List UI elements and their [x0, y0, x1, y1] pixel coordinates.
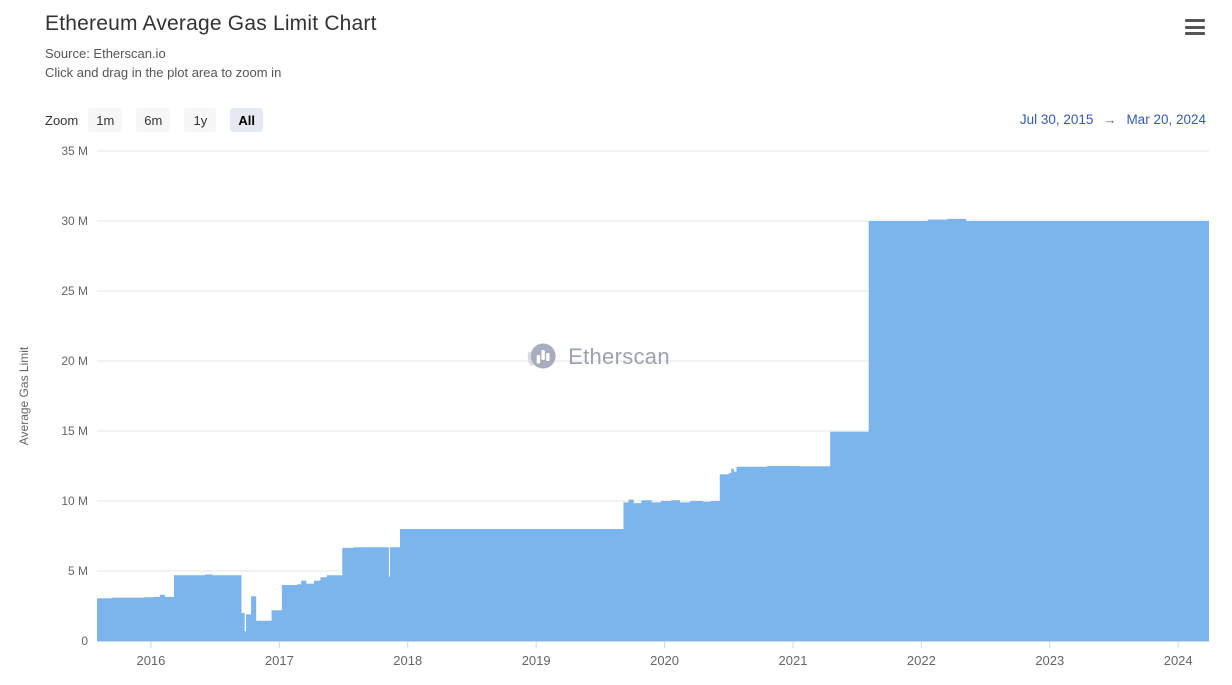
x-tick-label: 2024 — [1164, 653, 1193, 668]
y-tick-label: 0 — [81, 634, 88, 648]
range-from-date[interactable]: Jul 30, 2015 — [1019, 112, 1094, 127]
y-tick-label: 20 M — [61, 354, 88, 368]
date-range-display: Jul 30, 2015 → Mar 20, 2024 — [1020, 112, 1206, 127]
y-tick-label: 10 M — [61, 494, 88, 508]
axis-labels: 0 5 M 10 M 15 M 20 M 25 M 30 M 35 M — [61, 144, 88, 648]
zoom-label: Zoom — [45, 112, 79, 128]
x-tick-label: 2016 — [136, 653, 165, 668]
range-selector: Zoom 1m 6m 1y All — [45, 108, 277, 132]
x-tick-label: 2019 — [522, 653, 551, 668]
right-arrow-icon: → — [1103, 112, 1117, 127]
y-tick-label: 15 M — [61, 424, 88, 438]
y-tick-label: 35 M — [61, 144, 88, 158]
chart-source-subtitle: Source: Etherscan.io — [45, 46, 166, 61]
zoom-button-1y[interactable]: 1y — [184, 108, 217, 132]
x-tick-label: 2023 — [1035, 653, 1064, 668]
x-tick-label: 2017 — [265, 653, 294, 668]
hamburger-bar — [1185, 19, 1205, 22]
y-tick-label: 25 M — [61, 284, 88, 298]
x-tick-label: 2018 — [393, 653, 422, 668]
x-tick-label: 2020 — [650, 653, 679, 668]
page-title: Ethereum Average Gas Limit Chart — [45, 12, 377, 35]
hamburger-bar — [1185, 32, 1205, 35]
hamburger-icon[interactable] — [1183, 17, 1207, 37]
zoom-button-6m[interactable]: 6m — [136, 108, 171, 132]
y-tick-label: 30 M — [61, 214, 88, 228]
x-tick-label: 2022 — [907, 653, 936, 668]
y-tick-label: 5 M — [68, 564, 88, 578]
chart-hint-subtitle: Click and drag in the plot area to zoom … — [45, 65, 282, 80]
hamburger-bar — [1185, 25, 1205, 29]
range-to-date[interactable]: Mar 20, 2024 — [1126, 112, 1206, 127]
plot-area[interactable] — [97, 151, 1209, 641]
gas-limit-area-series — [97, 218, 1209, 641]
x-tick-label: 2021 — [779, 653, 808, 668]
zoom-button-1m[interactable]: 1m — [88, 108, 123, 132]
zoom-button-all[interactable]: All — [230, 108, 263, 132]
